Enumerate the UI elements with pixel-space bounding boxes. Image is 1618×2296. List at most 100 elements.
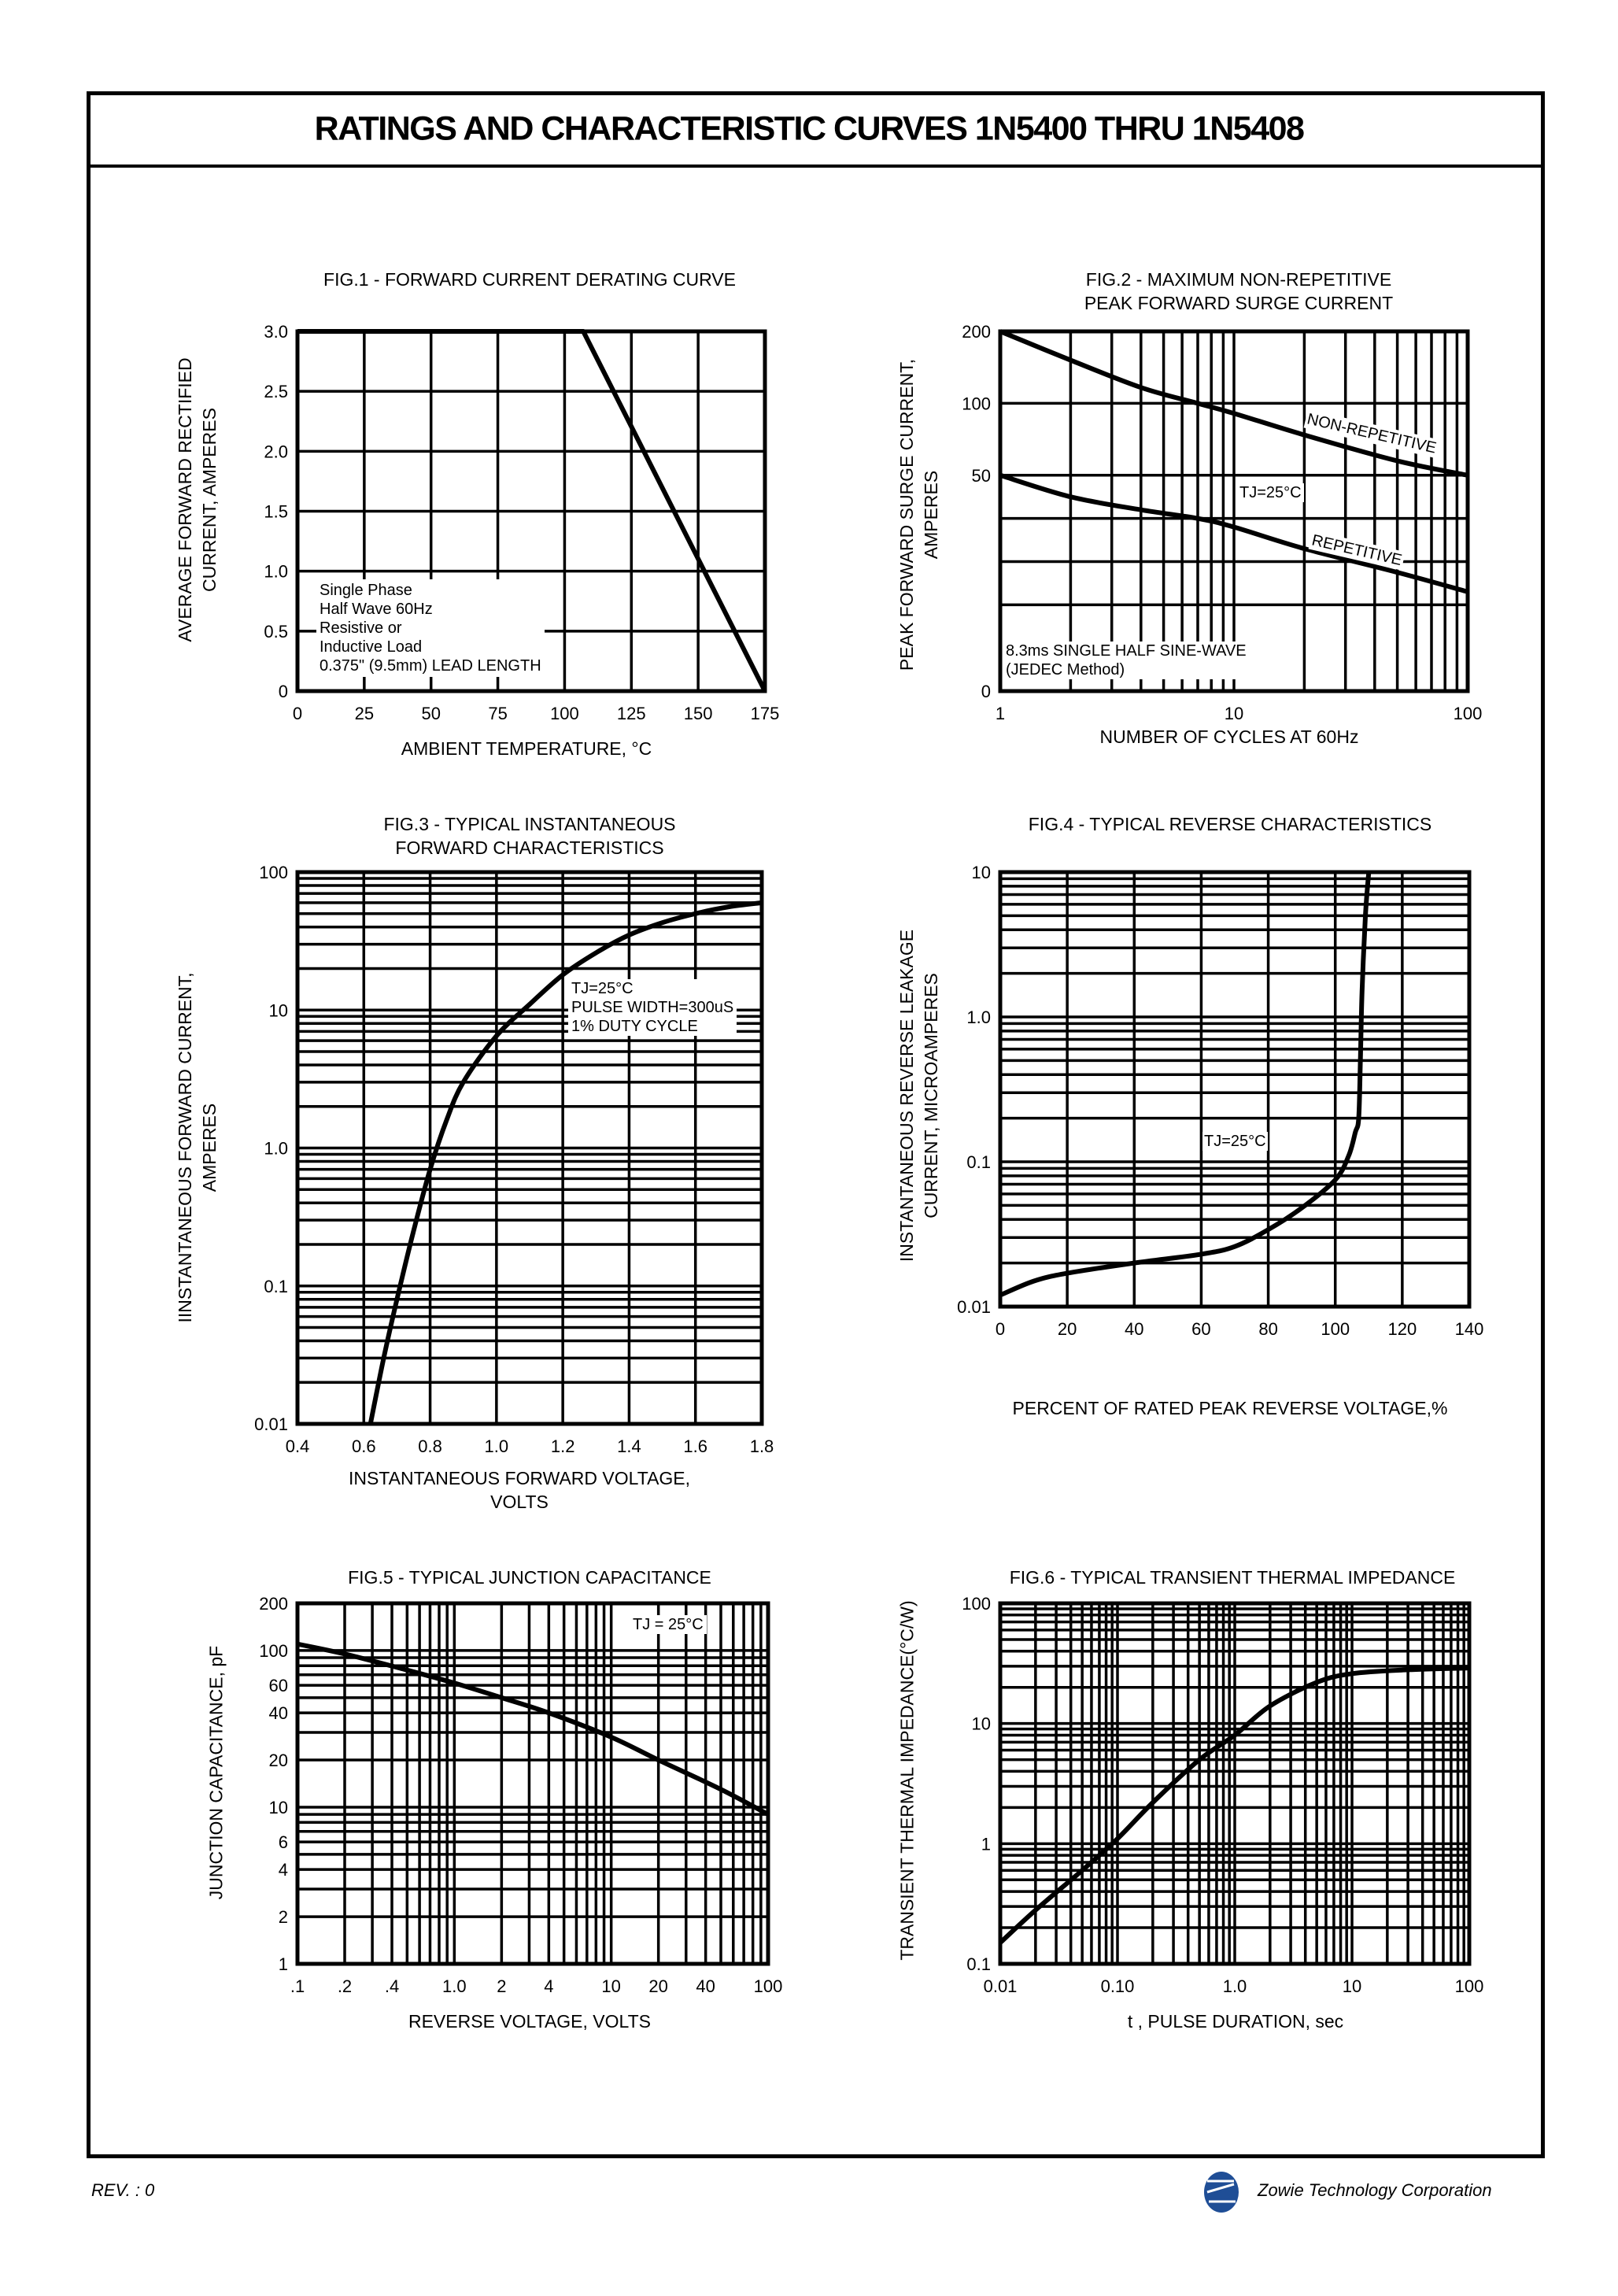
fig4-y-axis-title-line2: CURRENT, MICROAMPERES [921, 973, 941, 1218]
fig4-y-axis-title-line1: INSTANTANEOUS REVERSE LEAKAGE [896, 929, 917, 1263]
x-tick-label: 120 [1387, 1319, 1417, 1339]
zowie-logo-icon [1204, 2172, 1239, 2213]
fig5-x-axis-title: REVERSE VOLTAGE, VOLTS [408, 2011, 652, 2032]
x-tick-label: .1 [290, 1976, 305, 1996]
fig3-y-axis-title-line2: AMPERES [199, 1103, 220, 1192]
y-tick-label: 0.1 [264, 1277, 288, 1296]
y-tick-label: 2.5 [264, 382, 288, 401]
x-tick-label: 2 [497, 1976, 506, 1996]
fig4-y-axis-title: INSTANTANEOUS REVERSE LEAKAGE CURRENT, MI… [895, 930, 944, 1262]
y-tick-label: 0.1 [966, 1954, 991, 1974]
fig4-x-axis-title: PERCENT OF RATED PEAK REVERSE VOLTAGE,% [1012, 1398, 1448, 1418]
fig6-thermal-chart: 0.01 0.10 1.0 10 100 0.1 1 10 100 [962, 1594, 1483, 1996]
fig3-note-line: TJ=25°C [571, 980, 634, 997]
series-line-forward [368, 900, 763, 1425]
y-tick-label: 1.0 [264, 562, 288, 582]
x-tick-label: 10 [1225, 704, 1243, 723]
title-bar [87, 91, 1545, 168]
fig1-derating-chart: 0 25 50 75 100 125 150 175 0 0.5 1.0 1.5 2.0 2.5 3.0 [264, 322, 779, 723]
y-tick-label: 10 [972, 1714, 991, 1734]
x-tick-label: 0.10 [1101, 1976, 1135, 1996]
y-tick-label: 100 [259, 863, 288, 882]
y-tick-label: 3.0 [264, 322, 288, 342]
x-tick-label: 10 [1343, 1976, 1361, 1996]
x-tick-label: 10 [601, 1976, 620, 1996]
fig5-y-axis-title-line1: JUNCTION CAPACITANCE, pF [205, 1645, 227, 1900]
fig1-conditions-note: Single Phase Half Wave 60Hz Resistive or… [316, 579, 545, 677]
series-line-reverse [999, 871, 1372, 1298]
fig3-note-line: PULSE WIDTH=300uS [571, 999, 734, 1016]
fig5-capacitance-chart: .1 .2 .4 1.0 2 4 10 20 40 100 1 2 4 6 10 20 40 60 100 200 [259, 1594, 782, 1996]
fig6-title: FIG.6 - TYPICAL TRANSIENT THERMAL IMPEDA… [1009, 1567, 1456, 1588]
fig4-title: FIG.4 - TYPICAL REVERSE CHARACTERISTICS [1028, 814, 1432, 834]
x-tick-label: 100 [754, 1976, 783, 1996]
fig2-x-axis-title: NUMBER OF CYCLES AT 60Hz [1099, 727, 1359, 747]
y-tick-label: 0.01 [254, 1414, 288, 1434]
fig1-y-axis-title-line2: CURRENT, AMPERES [199, 408, 220, 592]
fig3-test-conditions: TJ=25°C PULSE WIDTH=300uS 1% DUTY CYCLE [568, 979, 737, 1036]
plot-border [295, 1601, 770, 1966]
fig1-note-line: Half Wave 60Hz [320, 601, 433, 618]
plot-border [998, 1601, 1472, 1966]
y-tick-label: 50 [972, 466, 991, 486]
fig1-note-line: 0.375" (9.5mm) LEAD LENGTH [320, 657, 541, 675]
series-line-repetitive [999, 472, 1468, 594]
y-tick-label: 1.0 [264, 1139, 288, 1159]
x-tick-label: 1 [996, 704, 1005, 723]
fig5-y-axis-title: JUNCTION CAPACITANCE, pF [205, 1646, 229, 1899]
x-tick-label: 60 [1191, 1319, 1210, 1339]
fig2-title-line1: FIG.2 - MAXIMUM NON-REPETITIVE [1085, 269, 1392, 290]
y-tick-label: 100 [259, 1641, 288, 1661]
x-tick-label: 25 [355, 704, 374, 723]
y-tick-label: 100 [962, 394, 991, 413]
fig3-forward-chart: 0.4 0.6 0.8 1.0 1.2 1.4 1.6 1.8 0.01 0.1 1.0 10 100 [254, 863, 774, 1456]
fig3-title-line2: FORWARD CHARACTERISTICS [395, 837, 664, 858]
x-tick-label: 1.8 [750, 1436, 774, 1456]
y-tick-label: 200 [962, 322, 991, 342]
fig2-temp-label: TJ=25°C [1237, 483, 1304, 502]
y-tick-label: 0 [981, 682, 991, 701]
series-line-non-repetitive [999, 329, 1468, 478]
x-tick-label: 0.6 [352, 1436, 376, 1456]
fig2-y-axis-title-line1: PEAK FORWARD SURGE CURRENT, [896, 358, 917, 671]
y-tick-label: 0.01 [957, 1297, 991, 1317]
plot-border [998, 329, 1470, 693]
y-tick-label: 60 [269, 1676, 288, 1695]
x-tick-label: 0 [293, 704, 302, 723]
fig3-title-line1: FIG.3 - TYPICAL INSTANTANEOUS [383, 814, 676, 834]
y-tick-label: 0.5 [264, 622, 288, 641]
plot-border [998, 870, 1472, 1309]
x-tick-label: 40 [1125, 1319, 1143, 1339]
x-tick-label: 50 [421, 704, 440, 723]
x-tick-label: .4 [385, 1976, 399, 1996]
fig1-y-axis-title: AVERAGE FORWARD RECTIFIED CURRENT, AMPERE… [173, 357, 222, 641]
fig6-y-axis-title-line1: TRANSIENT THERMAL IMPEDANCE(°C/W) [896, 1600, 918, 1961]
x-tick-label: 0.01 [984, 1976, 1018, 1996]
series-line-impedance [998, 1666, 1470, 1945]
fig2-note-line: (JEDEC Method) [1006, 661, 1125, 678]
y-tick-label: 20 [269, 1751, 288, 1770]
x-tick-label: 100 [1455, 1976, 1484, 1996]
fig4-reverse-chart: 0 20 40 60 80 100 120 140 0.01 0.1 1.0 10 [957, 863, 1483, 1339]
x-tick-label: 20 [1058, 1319, 1077, 1339]
y-tick-label: 10 [269, 1000, 288, 1020]
y-tick-label: 100 [962, 1594, 991, 1614]
fig5-temp-label: TJ = 25°C [630, 1615, 707, 1634]
fig1-note-line: Single Phase [320, 582, 412, 599]
x-tick-label: 1.0 [442, 1976, 467, 1996]
revision-label: REV. : 0 [91, 2180, 155, 2200]
y-tick-label: 0 [279, 682, 288, 701]
x-tick-label: 100 [1454, 704, 1483, 723]
x-tick-label: 75 [488, 704, 507, 723]
x-tick-label: 150 [684, 704, 713, 723]
x-tick-label: 1.0 [485, 1436, 509, 1456]
x-tick-label: 0 [996, 1319, 1005, 1339]
y-tick-label: 6 [279, 1832, 288, 1852]
y-tick-label: 1 [981, 1834, 991, 1854]
fig1-y-axis-title-line1: AVERAGE FORWARD RECTIFIED [175, 357, 195, 642]
fig3-y-axis-title-line1: IINSTANTANEOUS FORWARD CURRENT, [175, 972, 195, 1323]
y-tick-label: 1.5 [264, 502, 288, 522]
x-tick-label: 1.6 [683, 1436, 707, 1456]
y-tick-label: 4 [279, 1860, 288, 1880]
x-tick-label: .2 [338, 1976, 352, 1996]
